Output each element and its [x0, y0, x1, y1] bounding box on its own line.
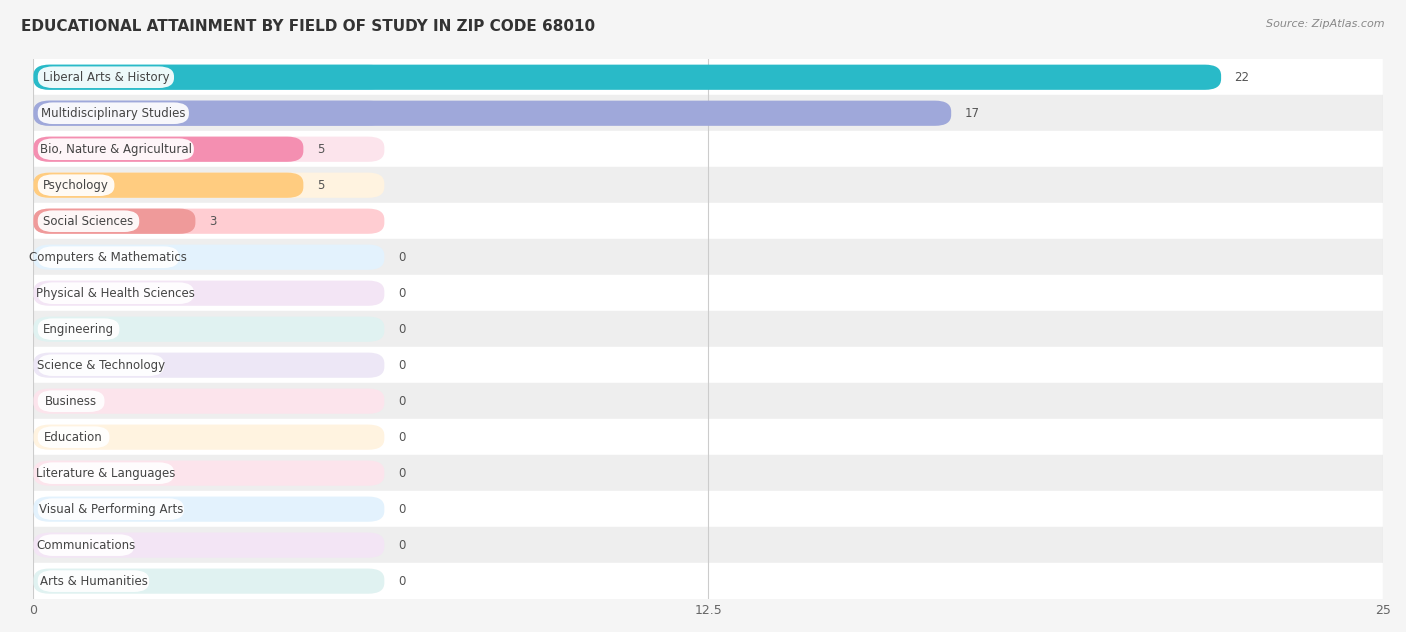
FancyBboxPatch shape — [34, 64, 384, 90]
FancyBboxPatch shape — [34, 137, 384, 162]
Text: 0: 0 — [398, 430, 405, 444]
Bar — [34, 239, 1384, 275]
Text: 0: 0 — [398, 394, 405, 408]
FancyBboxPatch shape — [38, 102, 188, 124]
Text: 3: 3 — [209, 215, 217, 228]
Bar — [34, 491, 1384, 527]
Text: 0: 0 — [398, 574, 405, 588]
FancyBboxPatch shape — [34, 533, 384, 558]
FancyBboxPatch shape — [34, 353, 384, 378]
Bar — [34, 131, 1384, 167]
Bar — [34, 311, 1384, 347]
Text: 17: 17 — [965, 107, 980, 119]
Text: Engineering: Engineering — [44, 323, 114, 336]
Text: 0: 0 — [398, 466, 405, 480]
FancyBboxPatch shape — [38, 355, 165, 376]
FancyBboxPatch shape — [34, 209, 384, 234]
Bar — [34, 95, 1384, 131]
FancyBboxPatch shape — [34, 137, 304, 162]
FancyBboxPatch shape — [38, 463, 174, 484]
FancyBboxPatch shape — [34, 245, 384, 270]
FancyBboxPatch shape — [38, 570, 149, 592]
Text: Multidisciplinary Studies: Multidisciplinary Studies — [41, 107, 186, 119]
Text: Business: Business — [45, 394, 97, 408]
FancyBboxPatch shape — [34, 461, 384, 486]
FancyBboxPatch shape — [34, 100, 384, 126]
Bar — [34, 59, 1384, 95]
Text: Science & Technology: Science & Technology — [37, 359, 165, 372]
Text: Arts & Humanities: Arts & Humanities — [39, 574, 148, 588]
FancyBboxPatch shape — [38, 499, 184, 520]
Bar — [34, 563, 1384, 599]
Text: Communications: Communications — [37, 538, 135, 552]
Text: 0: 0 — [398, 323, 405, 336]
Text: 0: 0 — [398, 251, 405, 264]
FancyBboxPatch shape — [34, 425, 384, 450]
Bar — [34, 419, 1384, 455]
FancyBboxPatch shape — [34, 209, 195, 234]
Text: 0: 0 — [398, 287, 405, 300]
FancyBboxPatch shape — [38, 283, 194, 304]
Bar — [34, 167, 1384, 204]
Text: Literature & Languages: Literature & Languages — [37, 466, 176, 480]
FancyBboxPatch shape — [34, 389, 384, 414]
Text: Physical & Health Sciences: Physical & Health Sciences — [37, 287, 195, 300]
Text: Source: ZipAtlas.com: Source: ZipAtlas.com — [1267, 19, 1385, 29]
Bar — [34, 347, 1384, 383]
Text: 22: 22 — [1234, 71, 1250, 83]
FancyBboxPatch shape — [38, 138, 194, 160]
FancyBboxPatch shape — [34, 317, 384, 342]
FancyBboxPatch shape — [34, 173, 304, 198]
FancyBboxPatch shape — [34, 64, 1220, 90]
FancyBboxPatch shape — [34, 100, 952, 126]
Text: Social Sciences: Social Sciences — [44, 215, 134, 228]
Text: Computers & Mathematics: Computers & Mathematics — [30, 251, 187, 264]
FancyBboxPatch shape — [38, 319, 120, 340]
Text: 0: 0 — [398, 538, 405, 552]
Text: 0: 0 — [398, 502, 405, 516]
FancyBboxPatch shape — [38, 246, 179, 268]
Text: 5: 5 — [316, 143, 325, 155]
FancyBboxPatch shape — [38, 427, 110, 448]
Bar — [34, 204, 1384, 239]
Bar — [34, 275, 1384, 311]
Text: 0: 0 — [398, 359, 405, 372]
Bar — [34, 527, 1384, 563]
FancyBboxPatch shape — [34, 281, 384, 306]
FancyBboxPatch shape — [38, 391, 104, 412]
FancyBboxPatch shape — [38, 210, 139, 232]
Text: Liberal Arts & History: Liberal Arts & History — [42, 71, 169, 83]
Text: Education: Education — [44, 430, 103, 444]
FancyBboxPatch shape — [38, 66, 174, 88]
FancyBboxPatch shape — [34, 497, 384, 522]
FancyBboxPatch shape — [34, 569, 384, 593]
Text: Visual & Performing Arts: Visual & Performing Arts — [39, 502, 183, 516]
Text: 5: 5 — [316, 179, 325, 191]
FancyBboxPatch shape — [38, 174, 114, 196]
FancyBboxPatch shape — [34, 173, 384, 198]
FancyBboxPatch shape — [38, 534, 135, 556]
Text: Psychology: Psychology — [44, 179, 110, 191]
Bar — [34, 383, 1384, 419]
Text: EDUCATIONAL ATTAINMENT BY FIELD OF STUDY IN ZIP CODE 68010: EDUCATIONAL ATTAINMENT BY FIELD OF STUDY… — [21, 19, 595, 34]
Bar — [34, 455, 1384, 491]
Text: Bio, Nature & Agricultural: Bio, Nature & Agricultural — [39, 143, 191, 155]
